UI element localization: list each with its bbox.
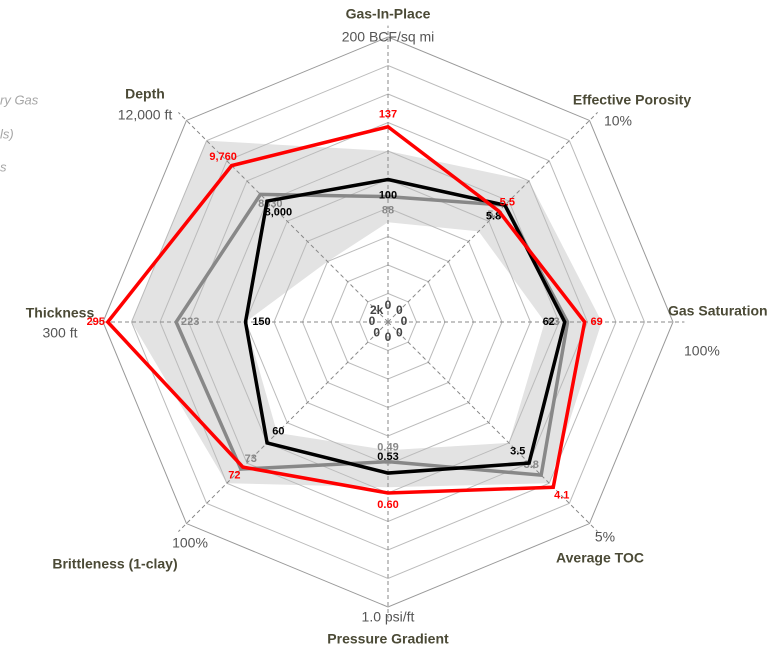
axis-spoke [387, 112, 598, 323]
series-line [105, 124, 587, 495]
grid-ring [130, 64, 646, 580]
value-label: 137 [379, 109, 397, 121]
axis-max-label: 1.0 psi/ft [362, 609, 415, 625]
axis-name: Gas Saturation [668, 303, 768, 319]
axis-name: Pressure Gradient [327, 631, 449, 647]
value-label: 0.53 [377, 451, 398, 463]
axis-max-label: 300 ft [42, 325, 77, 341]
legend-fragment: ry Gas [0, 92, 39, 107]
value-label: 0.49 [377, 442, 398, 454]
legend-fragment: ls) [0, 126, 14, 141]
axis-spoke [178, 112, 389, 323]
value-label: 88 [382, 205, 394, 217]
axis-max-label: 12,000 ft [118, 107, 173, 123]
value-label: 295 [87, 316, 105, 328]
value-label: 62 [543, 316, 555, 328]
axis-name: Average TOC [556, 550, 644, 566]
axis-min-label: 0 [401, 314, 408, 328]
value-label: 69 [591, 316, 603, 328]
value-label: 72 [228, 469, 240, 481]
axis-spoke [387, 321, 598, 532]
value-label: 150 [252, 316, 270, 328]
axis-name: Thickness [26, 305, 95, 321]
value-label: 73 [245, 453, 257, 465]
axis-min-label: 0 [396, 303, 403, 317]
range-band [131, 140, 602, 488]
axis-min-label: 0 [369, 314, 376, 328]
axis-min-label: 0 [385, 298, 392, 312]
axis-min-label: 2k [370, 303, 384, 317]
axis-name: Gas-In-Place [346, 6, 431, 22]
axis-name: Depth [125, 86, 165, 102]
axis-min-label: 0 [373, 325, 380, 339]
value-label: 4.1 [554, 490, 569, 502]
value-label: 0.60 [377, 499, 398, 511]
grid-ring [102, 36, 674, 608]
axis-max-label: 5% [595, 529, 615, 545]
axis-name: Effective Porosity [573, 92, 691, 108]
axis-max-label: 200 BCF/sq mi [342, 29, 435, 45]
axis-name: Brittleness (1-clay) [52, 556, 177, 572]
value-label: 223 [181, 316, 199, 328]
value-label: 5.5 [500, 197, 515, 209]
axis-min-label: 0 [396, 325, 403, 339]
value-label: 5.8 [486, 210, 501, 222]
value-label: 8,000 [265, 206, 293, 218]
value-label: 9,760 [209, 151, 237, 163]
legend-fragment: s [0, 159, 7, 174]
axis-spoke [178, 321, 389, 532]
value-label: 3.5 [510, 446, 525, 458]
axis-min-label: 0 [385, 330, 392, 344]
axis-max-label: 100% [172, 535, 208, 551]
axis-max-label: 10% [604, 113, 632, 129]
value-label: 100 [379, 189, 397, 201]
axis-max-label: 100% [684, 343, 720, 359]
value-label: 60 [272, 426, 284, 438]
value-label: 63 [547, 316, 559, 328]
